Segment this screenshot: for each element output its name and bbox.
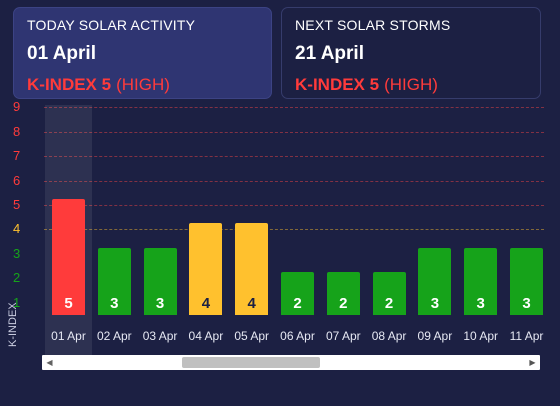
- bar-11-apr[interactable]: [510, 247, 543, 315]
- bar-value-label: 4: [247, 295, 256, 312]
- next-k-index-level: (HIGH): [384, 75, 438, 94]
- today-date: 01 April: [27, 43, 96, 64]
- bar-02-apr[interactable]: [97, 247, 131, 315]
- bar-value-label: 4: [201, 295, 211, 312]
- bar-value-label: 5: [64, 295, 73, 312]
- bar-value-label: 3: [155, 295, 165, 312]
- today-card-title: TODAY SOLAR ACTIVITY: [27, 17, 196, 33]
- bar-01-apr[interactable]: [52, 199, 85, 315]
- gridline: [44, 180, 544, 182]
- x-tick-label: 08 Apr: [371, 329, 407, 343]
- bar-08-apr[interactable]: [372, 272, 406, 315]
- bar-09-apr[interactable]: [418, 247, 452, 315]
- today-k-index-value: K-INDEX 5: [27, 75, 112, 94]
- y-tick-label: 2: [13, 270, 21, 286]
- x-tick-label: 05 Apr: [234, 329, 270, 343]
- y-tick-label: 3: [13, 245, 21, 261]
- y-tick-label: 4: [13, 221, 21, 237]
- next-k-index: K-INDEX 5 (HIGH): [295, 75, 527, 95]
- next-k-index-value: K-INDEX 5: [295, 75, 380, 94]
- scrollbar-thumb[interactable]: [182, 357, 320, 368]
- gridline: [44, 131, 544, 133]
- next-storms-card: NEXT SOLAR STORMS 21 April K-INDEX 5 (HIG…: [281, 7, 541, 99]
- x-tick-label: 02 Apr: [96, 329, 132, 343]
- x-tick-label: 06 Apr: [280, 329, 315, 343]
- x-tick-label: 04 Apr: [188, 329, 224, 343]
- bar-value-label: 3: [476, 295, 485, 312]
- x-tick-label: 09 Apr: [417, 329, 453, 343]
- y-tick-label: 7: [13, 148, 21, 164]
- bar-value-label: 3: [110, 295, 119, 312]
- gridline: [44, 205, 544, 206]
- gridline: [44, 229, 544, 231]
- today-k-index: K-INDEX 5 (HIGH): [27, 75, 258, 95]
- bar-value-label: 2: [339, 295, 348, 312]
- today-k-index-level: (HIGH): [116, 75, 170, 94]
- bar-07-apr[interactable]: [326, 272, 360, 315]
- arrow-right-icon[interactable]: ▶: [529, 358, 536, 367]
- gridline: [44, 156, 544, 158]
- next-date: 21 April: [295, 43, 364, 64]
- y-tick-label: 6: [13, 172, 21, 188]
- bar-05-apr[interactable]: [235, 223, 269, 315]
- chart-horizontal-scrollbar[interactable]: ◀ ▶: [42, 355, 540, 370]
- y-tick-label: 9: [13, 99, 21, 115]
- y-tick-label: 8: [13, 123, 21, 139]
- bar-04-apr[interactable]: [189, 223, 223, 315]
- y-tick-label: 1: [13, 294, 21, 310]
- bar-value-label: 2: [384, 295, 394, 312]
- bar-value-label: 2: [293, 295, 302, 312]
- bar-value-label: 3: [522, 295, 531, 312]
- x-tick-label: 01 Apr: [51, 329, 86, 343]
- today-activity-card: TODAY SOLAR ACTIVITY 01 April K-INDEX 5(…: [13, 7, 272, 99]
- y-tick-label: 5: [13, 197, 21, 212]
- bar-06-apr[interactable]: [281, 272, 314, 315]
- gridline: [44, 107, 544, 109]
- x-tick-label: 10 Apr: [463, 329, 499, 343]
- arrow-left-icon[interactable]: ◀: [46, 358, 53, 367]
- x-tick-label: 03 Apr: [142, 329, 178, 343]
- next-card-title: NEXT SOLAR STORMS: [295, 17, 451, 33]
- bar-10-apr[interactable]: [464, 247, 498, 315]
- bar-value-label: 3: [430, 295, 440, 312]
- bar-03-apr[interactable]: [143, 247, 177, 315]
- x-tick-label: 11 Apr: [509, 329, 544, 343]
- x-tick-label: 07 Apr: [325, 329, 361, 343]
